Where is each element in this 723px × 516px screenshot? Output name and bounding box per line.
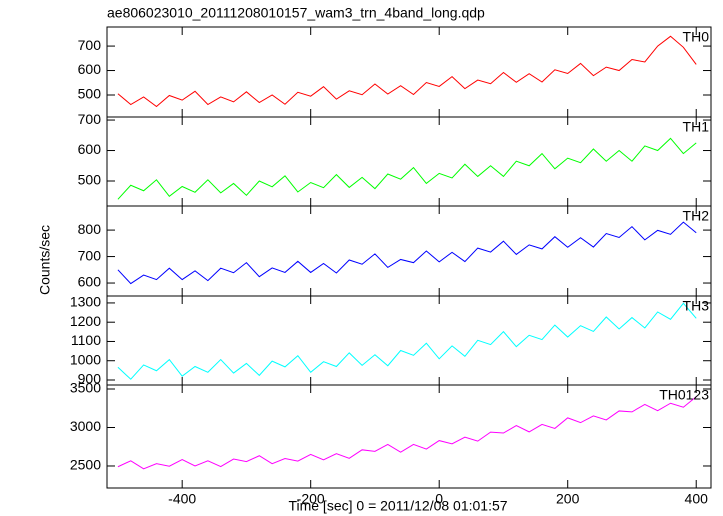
series-label: TH0: [683, 29, 710, 45]
y-tick-label: 3000: [70, 418, 101, 434]
y-tick-label: 600: [78, 141, 102, 157]
y-tick-label: 600: [78, 274, 102, 290]
panel-frame: [106, 26, 712, 118]
data-line: [117, 35, 697, 108]
x-axis-label: Time [sec] 0 = 2011/12/08 01:01:57: [288, 498, 507, 514]
data-line: [117, 137, 697, 200]
y-tick-label: 500: [78, 172, 102, 188]
data-line: [117, 396, 697, 470]
y-tick-label: 1000: [70, 351, 101, 367]
x-tick-label: 200: [556, 491, 580, 507]
data-line: [117, 221, 697, 285]
chart-title: ae806023010_20111208010157_wam3_trn_4ban…: [107, 5, 485, 21]
y-axis-label: Counts/sec: [37, 225, 53, 295]
y-tick-label: 2500: [70, 457, 101, 473]
data-line: [117, 302, 697, 380]
y-tick-label: 3500: [70, 380, 101, 396]
panel-frame: [106, 205, 712, 297]
x-tick-label: 0: [435, 491, 443, 507]
x-tick-label: -200: [297, 491, 325, 507]
x-tick-label: -400: [168, 491, 196, 507]
y-tick-label: 900: [78, 371, 102, 387]
y-tick-label: 800: [78, 221, 102, 237]
series-label: TH1: [683, 119, 710, 135]
y-tick-label: 700: [78, 37, 102, 53]
panel-frame: [106, 116, 712, 207]
y-tick-label: 700: [78, 247, 102, 263]
y-tick-label: 600: [78, 61, 102, 77]
panel-frame: [106, 384, 712, 489]
y-tick-label: 1300: [70, 294, 101, 310]
series-label: TH0123: [659, 387, 709, 403]
x-tick-label: 400: [685, 491, 709, 507]
panel-frame: [106, 295, 712, 386]
y-tick-label: 1100: [71, 332, 101, 348]
y-tick-label: 500: [78, 86, 102, 102]
y-tick-label: 700: [78, 111, 102, 127]
series-label: TH2: [683, 208, 710, 224]
series-label: TH3: [683, 298, 710, 314]
y-tick-label: 1200: [70, 313, 101, 329]
